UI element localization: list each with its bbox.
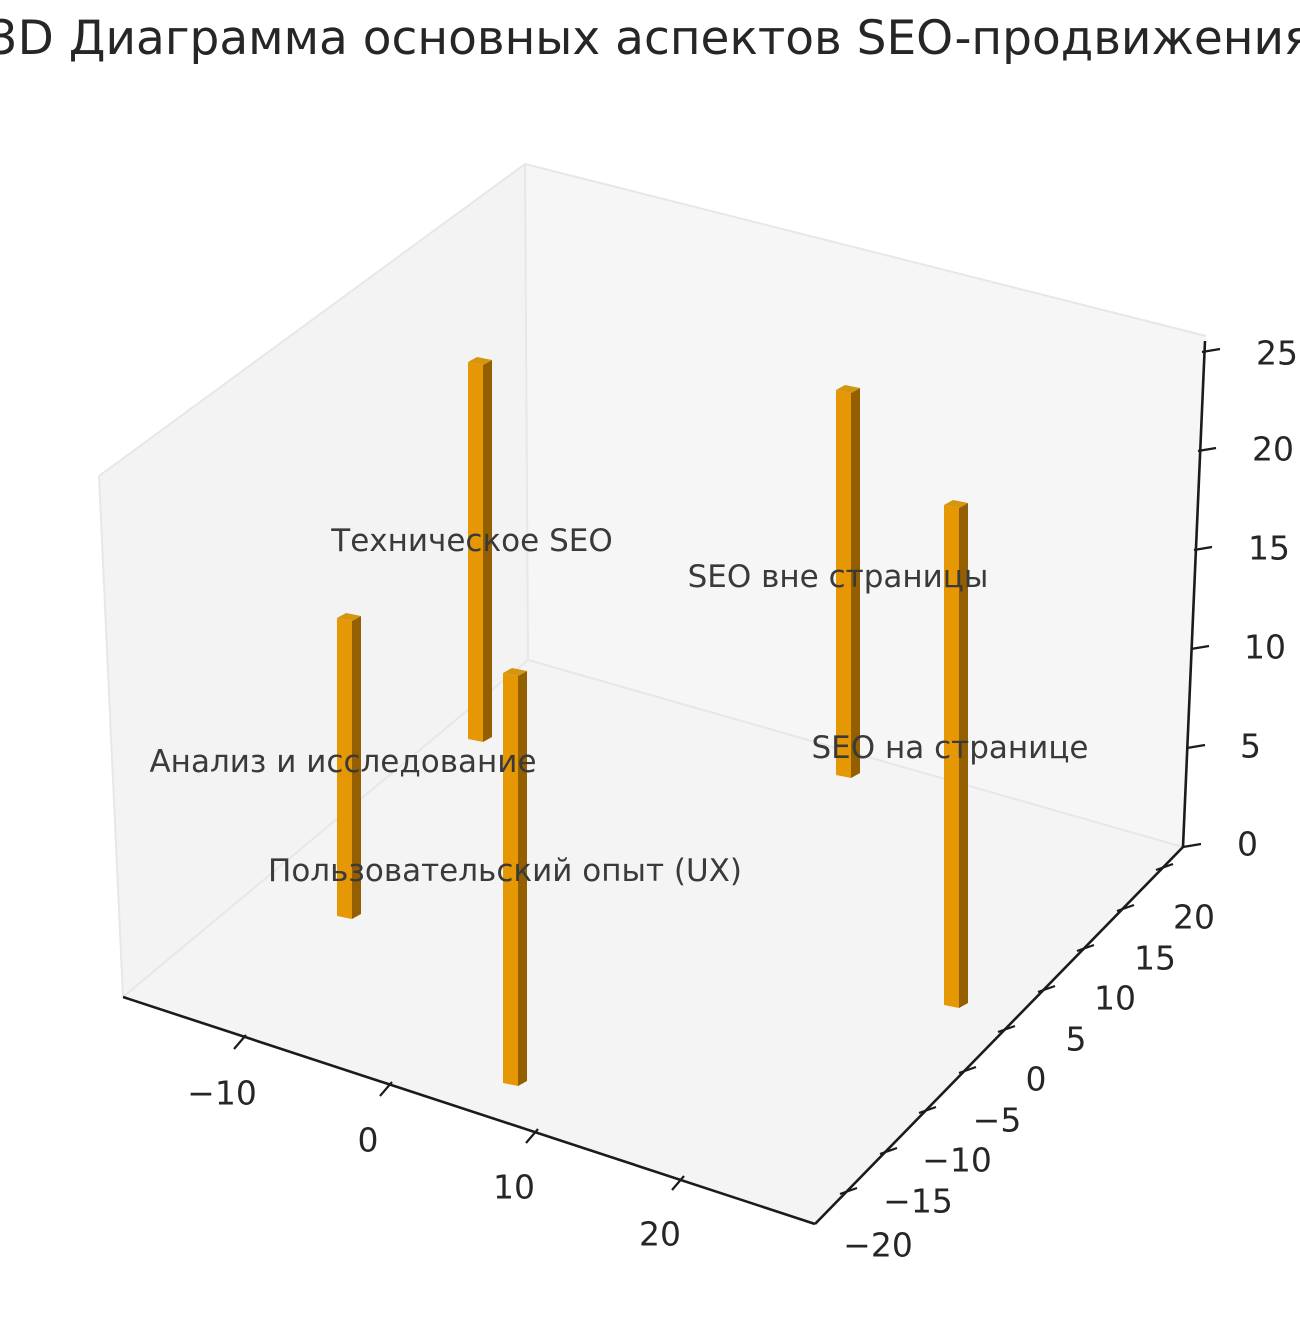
chart-title: 3D Диаграмма основных аспектов SEO-продв…	[0, 11, 1300, 66]
bar-1	[337, 612, 361, 919]
bar-side-face	[959, 502, 968, 1008]
y-axis-tick	[918, 1105, 937, 1115]
z-axis-line	[1181, 340, 1207, 848]
pane-right-wall	[525, 164, 1206, 847]
y-axis-tick-label: 10	[1094, 979, 1136, 1018]
bar-side-face	[518, 670, 527, 1086]
bars-group	[337, 357, 968, 1086]
y-axis-tick-label: 15	[1134, 939, 1176, 978]
z-axis-tick-label: 15	[1248, 529, 1290, 568]
y-axis-tick	[1116, 903, 1135, 913]
bar-2	[503, 667, 527, 1086]
x-axis-tick-label: 20	[639, 1215, 681, 1254]
y-axis-tick-label: 20	[1173, 898, 1215, 937]
z-axis-tick	[1190, 644, 1210, 651]
y-axis-tick	[1037, 984, 1056, 994]
z-axis-tick	[1186, 743, 1206, 750]
y-axis-tick	[879, 1146, 898, 1156]
x-axis-tick	[671, 1175, 685, 1191]
z-axis-tick	[1182, 842, 1202, 849]
bar-front-face	[337, 617, 352, 919]
ticks-group	[233, 347, 1221, 1196]
y-axis-tick	[997, 1024, 1016, 1034]
y-axis-tick	[1155, 862, 1174, 872]
y-axis-tick-label: 0	[1026, 1060, 1047, 1099]
z-axis-tick	[1201, 347, 1221, 354]
bar-top-face	[944, 499, 968, 508]
y-axis-tick-label: −15	[883, 1182, 953, 1221]
bar-top-face	[468, 357, 492, 365]
pane-edge-floor-left	[122, 659, 529, 998]
bar-top-face	[337, 612, 361, 621]
z-axis-tick-label: 10	[1244, 628, 1286, 667]
bar-3	[836, 385, 860, 778]
x-axis-line	[122, 995, 816, 1226]
bar-front-face	[503, 672, 518, 1086]
z-axis-tick-label: 25	[1256, 334, 1298, 373]
bar-front-face	[944, 504, 959, 1008]
bar-front-face	[468, 362, 483, 742]
x-axis-tick-label: −10	[187, 1074, 257, 1113]
bar-top-face	[503, 667, 527, 676]
y-axis-tick-label: −20	[843, 1226, 913, 1265]
z-axis-tick-label: 5	[1240, 727, 1261, 766]
pane-edge-wall-left	[98, 475, 124, 998]
y-axis-tick-label: −10	[922, 1141, 992, 1180]
bar-side-face	[352, 615, 361, 919]
bar-side-face	[483, 360, 492, 742]
x-axis-tick	[233, 1034, 247, 1050]
x-axis-tick	[379, 1081, 393, 1097]
bar-top-face	[836, 385, 860, 393]
bar-side-face	[851, 388, 860, 778]
y-axis-tick-label: −5	[973, 1101, 1022, 1140]
bar-0	[468, 357, 492, 742]
pane-edge-junction	[524, 163, 529, 661]
z-axis-tick	[1193, 545, 1213, 552]
z-axis-tick-label: 0	[1237, 825, 1258, 864]
y-axis-tick	[958, 1065, 977, 1075]
x-axis-tick-label: 0	[358, 1121, 379, 1160]
bar-4	[944, 499, 968, 1008]
z-axis-tick-label: 20	[1252, 430, 1294, 469]
x-axis-tick	[525, 1128, 539, 1144]
pane-left-wall	[99, 164, 528, 997]
y-axis-tick-label: 5	[1066, 1020, 1087, 1059]
x-axis-tick-label: 10	[493, 1168, 535, 1207]
y-axis-tick	[1076, 943, 1095, 953]
z-axis-tick	[1197, 446, 1217, 453]
y-axis-tick	[839, 1186, 858, 1196]
bar-front-face	[836, 390, 851, 778]
